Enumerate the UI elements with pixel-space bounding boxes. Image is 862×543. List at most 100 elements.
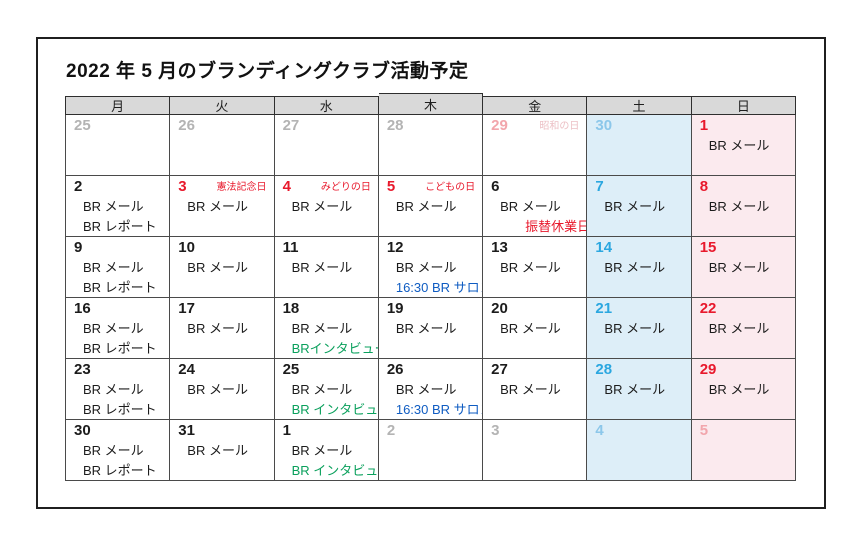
event-label: BR メール — [83, 443, 144, 458]
day-number: 3 — [178, 178, 187, 195]
event-label: BR メール — [187, 260, 248, 275]
day-number: 30 — [74, 422, 91, 439]
calendar-cell: 12 BR メール 16:30 BR サロン — [378, 237, 484, 298]
calendar-cell: 25 BR メール BR インタビュー ② — [274, 359, 379, 420]
event-label: BR メール — [83, 382, 144, 397]
day-number: 28 — [386, 117, 404, 134]
calendar-cell: 1BR メール BR インタビュー ③ — [274, 420, 379, 481]
day-number: 6 — [491, 178, 500, 195]
event-label: BR メール — [604, 321, 666, 336]
day-number: 23 — [74, 361, 91, 378]
day-number: 7 — [595, 178, 604, 195]
event-label: BR レポート — [83, 341, 157, 356]
event-label: BR メール — [395, 382, 457, 397]
event-label: BR メール — [604, 382, 666, 397]
day-number: 29 — [491, 117, 508, 134]
event-label: BR レポート — [83, 219, 157, 234]
event-label: BR レポート — [83, 280, 157, 295]
day-number: 26 — [386, 361, 404, 378]
event-label: BR メール — [291, 321, 353, 336]
holiday-label: みどりの日 — [320, 182, 371, 193]
event-label: BR メール — [187, 443, 248, 458]
weekday-header: 金 — [483, 96, 588, 115]
calendar-cell: 17 BR メール — [170, 298, 275, 359]
day-number: 29 — [699, 361, 717, 378]
calendar-cell: 29 昭和の日 — [483, 115, 588, 176]
calendar-cell: 26 BR メール 16:30 BR サロン — [378, 359, 484, 420]
event-label: 16:30 BR サロン — [395, 280, 484, 295]
calendar-cell: 3 — [483, 420, 588, 481]
day-number: 30 — [595, 117, 613, 134]
calendar-grid: 25 26 27 28 29 昭和の日 30 1 BR メール 2 BR メール BR レポート 3 憲法… — [65, 115, 796, 481]
event-label: BR レポート — [83, 402, 157, 417]
calendar-cell: 27 BR メール — [483, 359, 588, 420]
event-label: BR メール — [83, 321, 144, 336]
day-number: 4 — [282, 178, 291, 195]
day-number: 18 — [282, 300, 300, 317]
calendar-cell: 6 BR メール振替休業日 — [483, 176, 588, 237]
day-number: 10 — [178, 239, 195, 256]
calendar-cell: 26 — [170, 115, 275, 176]
weekday-header: 火 — [170, 96, 275, 115]
day-number: 5 — [386, 178, 396, 195]
calendar-cell: 8 BR メール — [691, 176, 796, 237]
day-number: 27 — [282, 117, 300, 134]
calendar-cell: 27 — [274, 115, 379, 176]
calendar-cell: 3 憲法記念日 BR メール — [170, 176, 275, 237]
page-title: 2022 年 5 月のブランディングクラブ活動予定 — [66, 61, 469, 82]
event-label: BR メール — [187, 199, 248, 214]
day-number: 25 — [282, 361, 300, 378]
day-number: 17 — [178, 300, 195, 317]
calendar-cell: 10 BR メール — [170, 237, 275, 298]
event-label: BR メール — [187, 382, 248, 397]
event-label: BR メール — [291, 199, 353, 214]
event-label: BR メール — [708, 321, 770, 336]
calendar-cell: 19 BR メール — [378, 298, 484, 359]
event-label: BR メール — [187, 321, 248, 336]
calendar-cell: 15 BR メール — [691, 237, 796, 298]
event-label: BR レポート — [83, 463, 157, 478]
calendar-cell: 2 BR メール BR レポート — [66, 176, 171, 237]
day-number: 11 — [282, 239, 299, 256]
calendar-cell: 23 BR メール BR レポート — [66, 359, 171, 420]
event-label: BR メール — [708, 260, 770, 275]
day-number: 5 — [699, 422, 709, 439]
calendar-cell: 1 BR メール — [691, 115, 796, 176]
calendar-cell: 30 BR メール BR レポート — [66, 420, 171, 481]
calendar-cell: 18 BR メール BRインタビュー ① — [274, 298, 379, 359]
event-label: BR メール — [708, 382, 770, 397]
calendar-cell: 24 BR メール — [170, 359, 275, 420]
day-number: 12 — [386, 239, 404, 256]
day-number: 2 — [386, 422, 396, 439]
calendar-cell: 20 BR メール — [483, 298, 588, 359]
day-number: 2 — [74, 178, 83, 195]
day-number: 24 — [178, 361, 195, 378]
event-label: BR メール — [500, 199, 561, 214]
holiday-label: 憲法記念日 — [216, 182, 267, 193]
calendar-cell: 30 — [587, 115, 692, 176]
event-label: BRインタビュー ① — [291, 341, 379, 356]
weekday-header: 水 — [274, 96, 379, 115]
day-number: 15 — [699, 239, 717, 256]
event-label: BR メール — [83, 199, 144, 214]
calendar-cell: 28 — [378, 115, 484, 176]
day-number: 31 — [178, 422, 195, 439]
event-label: BR メール — [395, 321, 457, 336]
day-number: 22 — [699, 300, 717, 317]
calendar-cell: 22 BR メール — [691, 298, 796, 359]
day-number: 21 — [595, 300, 613, 317]
weekday-header: 土 — [587, 96, 692, 115]
calendar-cell: 11 BR メール — [274, 237, 379, 298]
holiday-label: こどもの日 — [425, 182, 476, 193]
event-label: BR メール — [83, 260, 144, 275]
calendar-cell: 5 — [691, 420, 796, 481]
calendar-cell: 4 — [587, 420, 692, 481]
day-number: 16 — [74, 300, 91, 317]
day-number: 26 — [178, 117, 195, 134]
calendar-cell: 16 BR メール BR レポート — [66, 298, 171, 359]
event-label: 振替休業日 — [525, 219, 588, 234]
calendar-cell: 14 BR メール — [587, 237, 692, 298]
day-number: 19 — [386, 300, 404, 317]
event-label: BR メール — [291, 382, 353, 397]
